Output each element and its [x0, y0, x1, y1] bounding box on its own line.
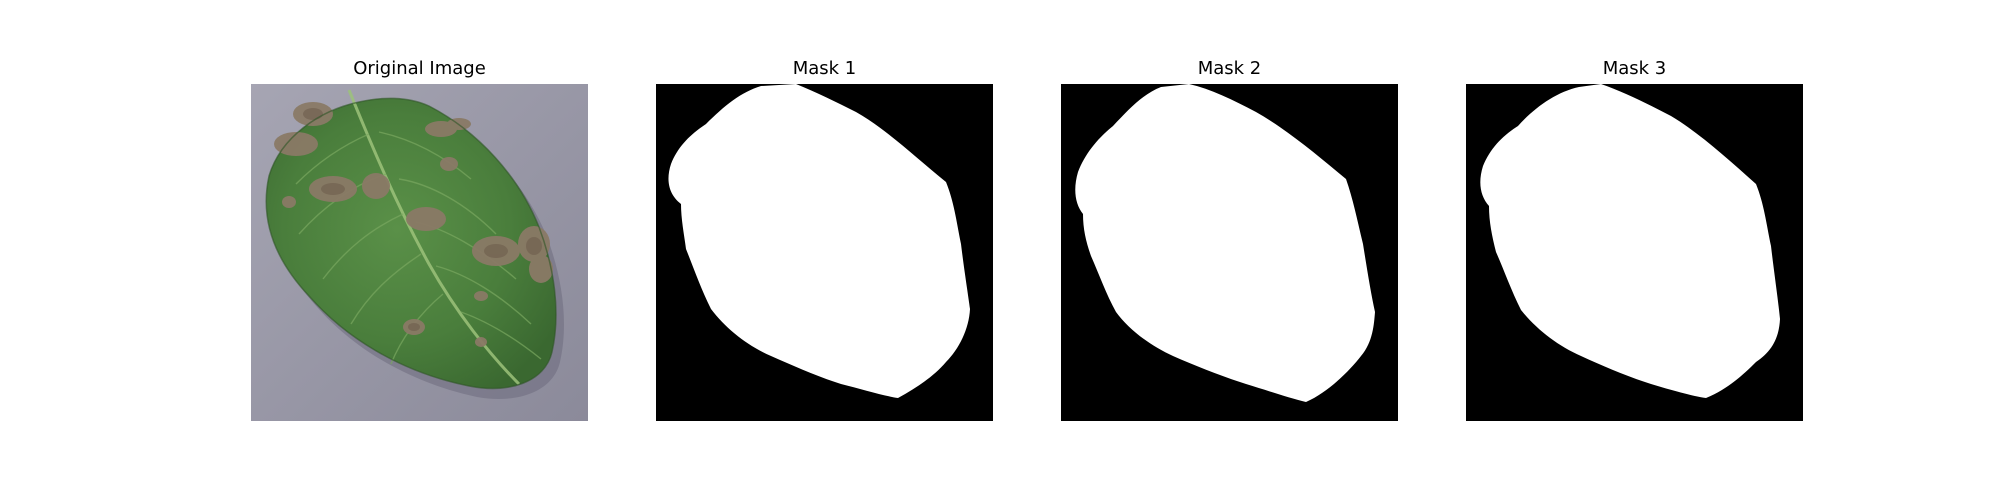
mask-image — [1466, 84, 1803, 421]
mask-region — [1480, 84, 1780, 398]
mask-region — [668, 84, 970, 398]
panel-title: Mask 3 — [1602, 58, 1667, 79]
mask-image — [1061, 84, 1398, 421]
leaf-photo — [251, 84, 588, 421]
panel-title: Mask 2 — [1197, 58, 1262, 79]
mask-image — [656, 84, 993, 421]
panel-title: Mask 1 — [792, 58, 857, 79]
mask-region — [1075, 84, 1375, 402]
panel-mask-3: Mask 3 — [1466, 57, 1803, 427]
panel-mask-2: Mask 2 — [1061, 57, 1398, 427]
leaf-shape — [266, 98, 556, 389]
panel-mask-1: Mask 1 — [656, 57, 993, 427]
panel-title: Original Image — [353, 58, 486, 79]
panel-original-image: Original Image — [251, 57, 588, 427]
